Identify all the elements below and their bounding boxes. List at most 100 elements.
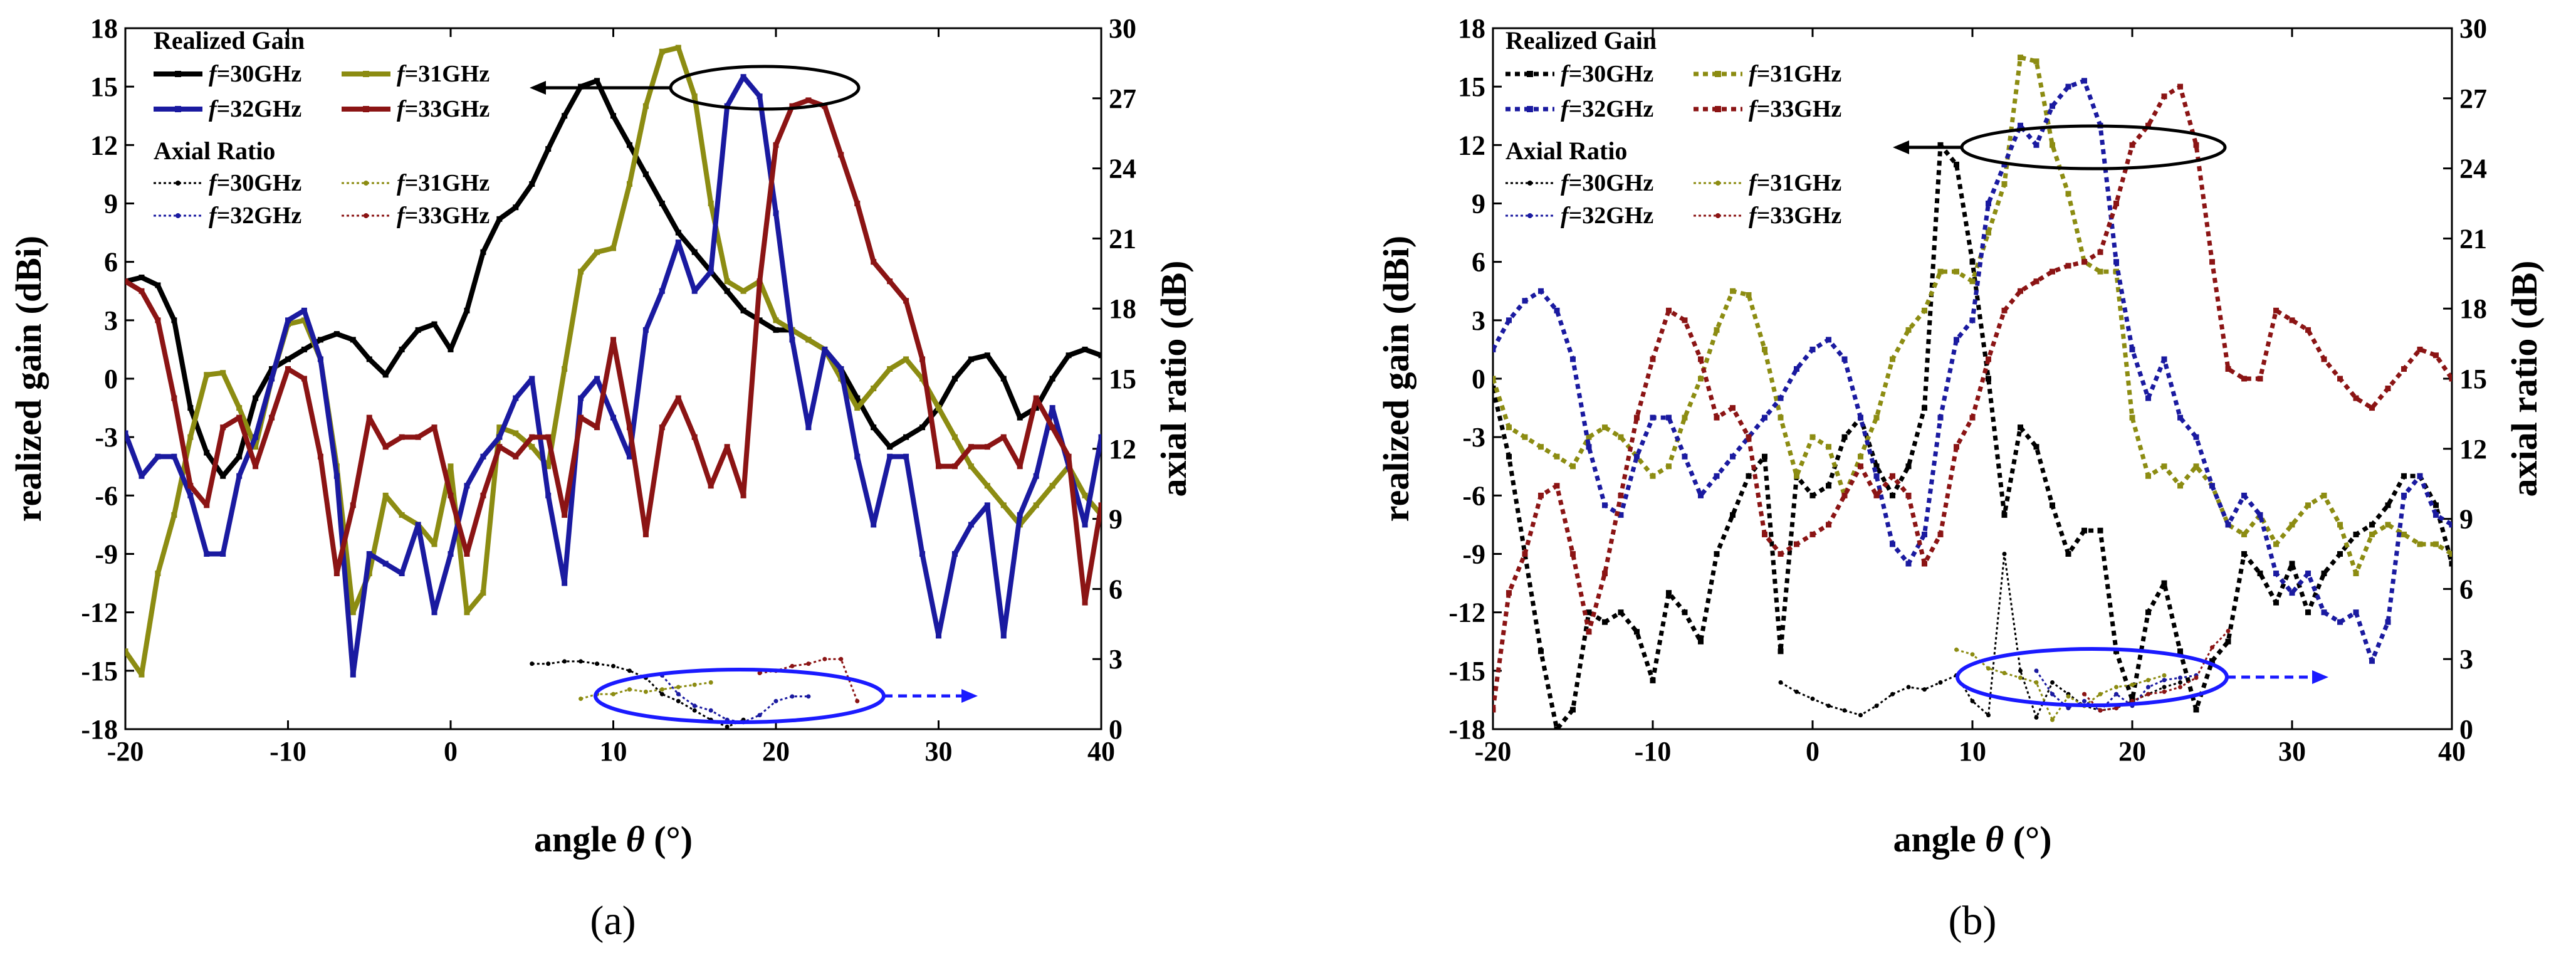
gain-point [2401, 473, 2407, 479]
y-tick-label: 3 [1472, 305, 1485, 336]
ar-annotation-ellipse [594, 668, 886, 724]
gain-point [125, 430, 128, 436]
gain-line-f-30ghz [1493, 142, 2452, 729]
legend-gain-label: f=30GHz [209, 61, 301, 87]
gain-point [968, 463, 974, 470]
gain-point [740, 492, 746, 498]
gain-point [626, 142, 632, 148]
ar-point [2114, 705, 2118, 710]
legend: Realized Gain f=30GHz f=31GHz f=32GHz f=33GH… [1505, 26, 1841, 229]
gain-point [253, 444, 259, 450]
y-tick-label: -3 [1462, 422, 1485, 453]
gain-point [187, 434, 194, 440]
gain-point [757, 93, 763, 100]
ar-point [562, 659, 567, 664]
gain-point [642, 531, 649, 537]
gain-arrowhead [530, 81, 546, 95]
ar-point [627, 668, 632, 673]
gain-point [1522, 434, 1528, 440]
gain-point [545, 463, 552, 470]
ar-point [1970, 652, 1975, 657]
ar-line-f-31ghz [1956, 648, 2165, 722]
gain-point [204, 551, 210, 557]
gain-point [529, 434, 535, 440]
gain-point [2433, 352, 2439, 359]
gain-point [2209, 658, 2215, 664]
gain-point [1000, 633, 1007, 639]
gain-point [1809, 492, 1816, 498]
y-tick-label: 12 [90, 130, 118, 161]
gain-point [708, 268, 714, 275]
gain-point [1873, 414, 1880, 421]
gain-point [2337, 619, 2343, 625]
ar-line-f-33ghz [2083, 630, 2229, 712]
gain-point [448, 346, 454, 352]
y2-tick-label: 27 [1109, 83, 1136, 114]
gain-point [2449, 522, 2452, 528]
gain-point [1098, 352, 1101, 359]
gain-point [2385, 619, 2391, 625]
ar-point [643, 689, 648, 694]
x-tick-label: 0 [444, 736, 458, 767]
gain-point [431, 541, 437, 547]
gain-point [2417, 346, 2423, 352]
ar-point [708, 708, 713, 713]
ar-point [2194, 675, 2199, 680]
gain-point [2033, 142, 2039, 148]
gain-point [2241, 492, 2247, 498]
gain-point [2145, 122, 2151, 129]
gain-point [415, 434, 421, 440]
y-tick-label: -6 [95, 480, 118, 511]
y2-tick-label: 6 [1109, 574, 1123, 604]
gain-point [740, 307, 746, 313]
y2-axis-label: axial ratio (dB) [2504, 261, 2545, 497]
ar-point [2002, 671, 2007, 676]
gain-point [285, 356, 291, 362]
y-tick-label: 18 [1458, 13, 1485, 44]
gain-point [936, 633, 941, 639]
gain-point [1049, 405, 1055, 411]
x-axis-label: angle θ (°) [534, 819, 693, 860]
gain-point [2305, 502, 2311, 508]
gain-point [1969, 259, 1976, 265]
gain-point [236, 453, 243, 460]
gain-point [1730, 288, 1736, 294]
ar-point [2114, 692, 2118, 697]
legend-ar-label: f=31GHz [397, 170, 490, 196]
gain-point [448, 463, 454, 470]
gain-point [2433, 502, 2439, 508]
ar-point [839, 656, 844, 661]
ar-point [1874, 703, 1879, 708]
gain-point [382, 561, 389, 567]
gain-point [1937, 531, 1944, 537]
gain-point [1809, 531, 1816, 537]
gain-point [220, 473, 226, 479]
y-tick-label: -18 [1448, 714, 1485, 745]
gain-point [1969, 317, 1976, 324]
gain-point [838, 366, 844, 372]
gain-point [1570, 707, 1576, 713]
gain-point [1493, 346, 1496, 352]
gain-point [740, 74, 746, 80]
gain-point [919, 356, 926, 362]
gain-point [1714, 327, 1720, 333]
gain-point [562, 366, 568, 372]
gain-point [2289, 561, 2295, 567]
gain-point [805, 97, 812, 103]
gain-point [1698, 492, 1704, 498]
gain-point [2065, 191, 2071, 197]
ar-point [546, 661, 551, 666]
plot-area [125, 45, 1101, 729]
gain-point [610, 113, 616, 119]
y-tick-label: 0 [104, 364, 118, 394]
gain-point [2369, 522, 2375, 528]
gain-point [236, 414, 243, 421]
legend-gain-label: f=32GHz [209, 96, 301, 122]
y2-tick-label: 24 [1109, 154, 1136, 184]
gain-point [2257, 571, 2263, 577]
gain-point [1682, 414, 1688, 421]
y-tick-label: 15 [90, 71, 118, 102]
gain-point [2050, 268, 2055, 275]
gain-point [1954, 444, 1959, 450]
